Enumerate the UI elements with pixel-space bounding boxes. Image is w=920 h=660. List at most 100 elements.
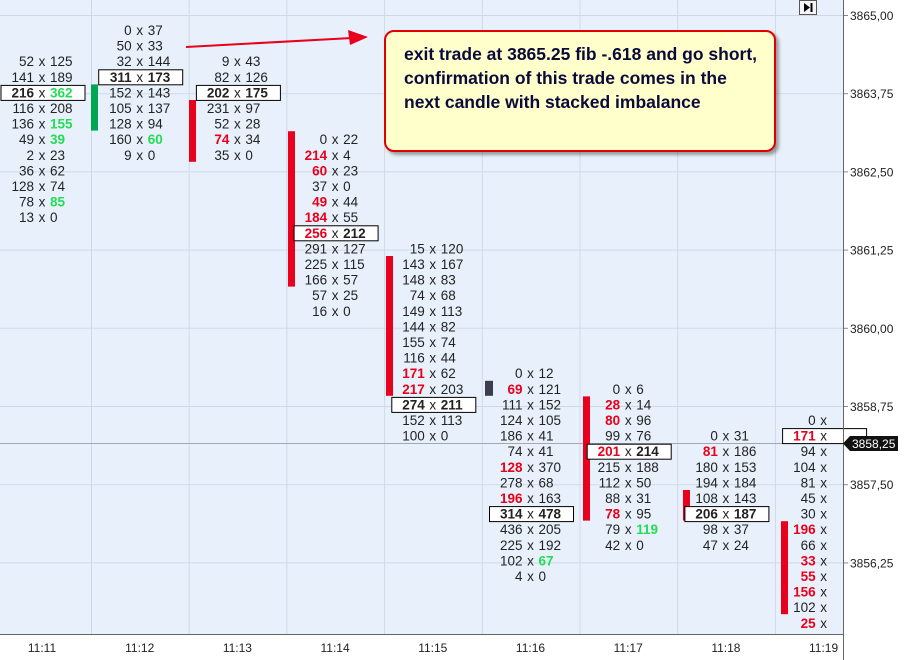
bid-volume: 225: [500, 538, 523, 553]
cell-separator: x: [527, 429, 534, 444]
bid-volume: 108: [695, 491, 718, 506]
ask-volume: 184: [734, 475, 757, 490]
cell-separator: x: [625, 397, 632, 412]
bid-volume: 94: [801, 444, 817, 459]
ask-volume: 362: [50, 85, 73, 100]
grid: [0, 0, 843, 634]
bid-volume: 25: [801, 616, 817, 631]
cell-separator: x: [429, 257, 436, 272]
cell-separator: x: [39, 163, 46, 178]
cell-separator: x: [820, 460, 827, 475]
cell-separator: x: [723, 444, 730, 459]
annotation-text: exit trade at 3865.25 fib -.618 and go s…: [404, 44, 758, 112]
bid-volume: 196: [500, 491, 523, 506]
ask-volume: 370: [539, 460, 562, 475]
price-label: 3856,25: [850, 556, 894, 570]
ask-volume: 31: [636, 491, 651, 506]
bid-volume: 30: [801, 507, 816, 522]
bid-volume: 111: [502, 397, 523, 412]
cell-separator: x: [527, 382, 534, 397]
bid-volume: 314: [500, 507, 523, 522]
bid-volume: 201: [598, 444, 621, 459]
bid-volume: 128: [11, 179, 34, 194]
cell-separator: x: [820, 507, 827, 522]
ask-volume: 167: [441, 257, 464, 272]
ask-volume: 12: [539, 366, 554, 381]
cell-separator: x: [527, 553, 534, 568]
time-axis[interactable]: 11:11 11:12 11:13 11:14 11:15 11:16 11:17 11:18…: [0, 634, 844, 656]
bid-volume: 148: [402, 273, 425, 288]
poc-box: [293, 225, 379, 242]
ask-volume: 211: [441, 397, 463, 412]
bid-volume: 278: [500, 475, 523, 490]
cell-separator: x: [820, 522, 827, 537]
ask-volume: 0: [245, 148, 253, 163]
bid-volume: 47: [703, 538, 718, 553]
cell-separator: x: [527, 475, 534, 490]
bid-volume: 28: [605, 397, 621, 412]
ask-volume: 212: [343, 226, 366, 241]
cell-separator: x: [723, 429, 730, 444]
bid-volume: 81: [703, 444, 719, 459]
cell-separator: x: [527, 538, 534, 553]
cell-separator: x: [723, 491, 730, 506]
ask-volume: 163: [539, 491, 562, 506]
bid-volume: 217: [402, 382, 425, 397]
candle-bar: [485, 380, 493, 396]
ask-volume: 41: [539, 429, 554, 444]
ask-volume: 33: [148, 39, 163, 54]
cell-separator: x: [39, 148, 46, 163]
price-label: 3863,75: [850, 87, 894, 101]
ask-volume: 0: [148, 148, 156, 163]
bid-volume: 55: [801, 569, 817, 584]
cell-separator: x: [527, 507, 534, 522]
price-label: 3862,50: [850, 165, 894, 179]
cell-separator: x: [429, 304, 436, 319]
bid-volume: 152: [109, 85, 132, 100]
bid-volume: 80: [605, 413, 620, 428]
cell-separator: x: [429, 273, 436, 288]
bid-volume: 225: [305, 257, 328, 272]
cell-separator: x: [723, 460, 730, 475]
cell-separator: x: [820, 444, 827, 459]
cell-separator: x: [820, 475, 827, 490]
cell-separator: x: [820, 600, 827, 615]
bid-volume: 149: [402, 304, 425, 319]
scroll-to-end-button[interactable]: [799, 0, 817, 15]
cell-separator: x: [332, 257, 339, 272]
cell-separator: x: [136, 132, 143, 147]
bid-volume: 274: [402, 397, 425, 412]
bid-volume: 37: [312, 179, 327, 194]
price-axis[interactable]: 3865,00 3863,75 3862,50 3861,25 3860,00 3858,…: [843, 0, 898, 660]
bid-volume: 81: [801, 475, 816, 490]
cell-separator: x: [136, 23, 143, 38]
cell-separator: x: [39, 117, 46, 132]
ask-volume: 44: [343, 195, 359, 210]
bid-volume: 256: [305, 226, 328, 241]
time-axis-background: [0, 634, 844, 660]
ask-volume: 0: [539, 569, 547, 584]
ask-volume: 28: [245, 117, 260, 132]
cell-separator: x: [234, 85, 241, 100]
ask-volume: 94: [148, 117, 164, 132]
bid-volume: 0: [515, 366, 523, 381]
bid-volume: 100: [402, 429, 425, 444]
cell-separator: x: [723, 475, 730, 490]
ask-volume: 34: [245, 132, 261, 147]
ask-volume: 113: [441, 413, 463, 428]
cell-separator: x: [429, 335, 436, 350]
bid-volume: 196: [793, 522, 816, 537]
bid-volume: 9: [222, 54, 230, 69]
bid-volume: 186: [500, 429, 523, 444]
candle-bar: [91, 84, 98, 131]
bid-volume: 141: [11, 70, 34, 85]
ask-volume: 82: [441, 319, 456, 334]
bid-volume: 216: [11, 85, 34, 100]
price-axis-background: [844, 0, 920, 660]
candle-bar: [683, 490, 690, 521]
ask-volume: 39: [50, 132, 65, 147]
price-label: 3865,00: [850, 9, 894, 23]
time-label: 11:17: [614, 641, 643, 655]
bid-volume: 99: [605, 429, 620, 444]
poc-box: [684, 506, 770, 523]
